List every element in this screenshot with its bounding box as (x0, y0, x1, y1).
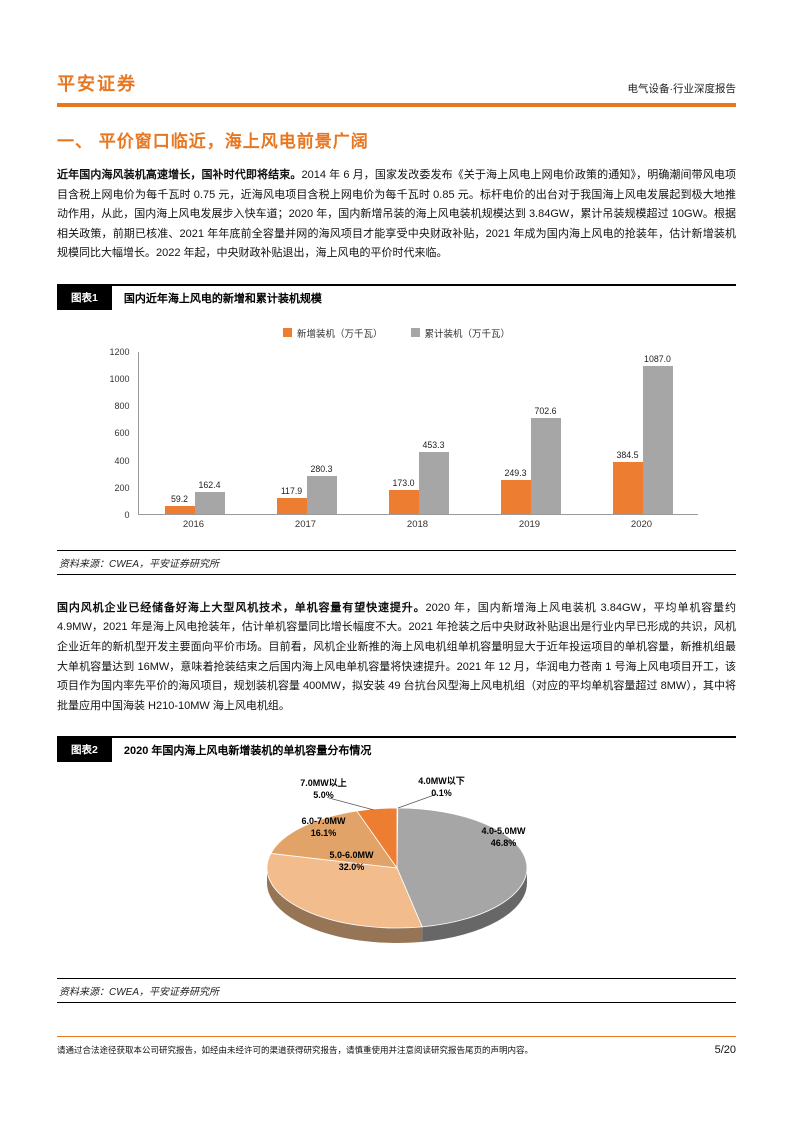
section-title: 一、 平价窗口临近，海上风电前景广阔 (57, 132, 369, 151)
bar-value-label: 249.3 (504, 468, 527, 479)
x-tick-label: 2019 (518, 518, 541, 530)
figure1-source: 资料来源：CWEA，平安证券研究所 (57, 549, 736, 575)
x-tick-label: 2018 (406, 518, 429, 530)
pie-label-6-7mw: 6.0-7.0MW 16.1% (269, 816, 379, 839)
y-tick-label: 800 (114, 401, 130, 412)
bar-chart-area: 0 200 400 600 800 1000 1200 59.2 162.4 117.9 280.… (96, 347, 698, 542)
pie-label-percent: 0.1% (431, 788, 452, 799)
bar-value-label: 1087.0 (644, 354, 671, 365)
bar-value-label: 702.6 (534, 406, 557, 417)
legend-swatch (282, 328, 292, 338)
paragraph-1: 近年国内海风装机高速增长，国补时代即将结束。2014 年 6 月，国家发改委发布… (57, 166, 736, 264)
x-tick-label: 2017 (294, 518, 317, 530)
bar-value-label: 280.3 (310, 463, 333, 474)
figure2-header: 图表2 2020 年国内海上风电新增装机的单机容量分布情况 (57, 736, 736, 763)
paragraph-2-lead: 国内风机企业已经储备好海上大型风机技术，单机容量有望快速提升。 (57, 601, 426, 614)
pie-label-name: 5.0-6.0MW (329, 850, 374, 861)
pie-label-percent: 32.0% (338, 862, 365, 873)
y-tick-label: 600 (114, 428, 130, 439)
y-tick-label: 1000 (109, 374, 130, 385)
pie-label-percent: 46.8% (490, 838, 517, 849)
report-type-label: 电气设备·行业深度报告 (627, 83, 737, 95)
pie-label-4-5mw: 4.0-5.0MW 46.8% (449, 826, 559, 849)
paragraph-1-body: 2014 年 6 月，国家发改委发布《关于海上风电上网电价政策的通知》，明确潮间… (57, 169, 736, 260)
pie-svg (266, 793, 527, 944)
bar-yaxis: 0 200 400 600 800 1000 1200 (96, 347, 136, 520)
pie-label-under-4mw: 4.0MW以下 0.1% (387, 776, 497, 799)
paragraph-2: 国内风机企业已经储备好海上大型风机技术，单机容量有望快速提升。2020 年，国内… (57, 599, 736, 716)
bar-2020-new (612, 461, 643, 514)
legend-label: 累计装机（万千瓦） (424, 328, 511, 340)
page-header: 平安证券 电气设备·行业深度报告 (57, 0, 736, 96)
legend-label: 新增装机（万千瓦） (296, 328, 383, 340)
bar-value-label: 162.4 (198, 479, 221, 490)
footer-disclaimer: 请通过合法途径获取本公司研究报告，如经由未经许可的渠道获得研究报告，请慎重使用并… (57, 1045, 534, 1055)
bar-plot: 59.2 162.4 117.9 280.3 173.0 453.3 249.3 702.6 3… (137, 351, 698, 515)
pie-label-5-6mw: 5.0-6.0MW 32.0% (297, 850, 407, 873)
bar-2020-cumulative (642, 366, 673, 514)
legend-item: 累计装机（万千瓦） (410, 326, 511, 340)
pie-slice-6.0-7.0MW (269, 810, 398, 869)
bar-value-label: 384.5 (616, 449, 639, 460)
pie-label-percent: 16.1% (310, 828, 337, 839)
bar-2017-new (276, 497, 307, 514)
bar-legend: 新增装机（万千瓦） 累计装机（万千瓦） (57, 326, 736, 340)
figure1-badge: 图表1 (57, 285, 112, 310)
pie-label-percent: 5.0% (313, 790, 334, 801)
pie-slice-4.0-5.0MW (396, 807, 527, 928)
figure2-badge: 图表2 (57, 738, 112, 763)
pie-leader-line (397, 793, 437, 809)
bar-2019-cumulative (530, 418, 561, 514)
header-rule (57, 103, 736, 107)
pie-leader-line (328, 797, 374, 811)
legend-swatch (410, 328, 420, 338)
bar-value-label: 453.3 (422, 440, 445, 451)
y-tick-label: 400 (114, 455, 130, 466)
y-tick-label: 200 (114, 482, 130, 493)
page-number: 5/20 (714, 1044, 736, 1056)
y-tick-label: 0 (124, 509, 130, 520)
bar-value-label: 117.9 (280, 485, 303, 496)
figure2-title: 2020 年国内海上风电新增装机的单机容量分布情况 (123, 745, 372, 758)
figure2-source: 资料来源：CWEA，平安证券研究所 (57, 978, 736, 1004)
bar-2017-cumulative (306, 475, 337, 514)
x-tick-label: 2016 (182, 518, 205, 530)
bar-2018-new (388, 490, 419, 514)
y-tick-label: 1200 (109, 346, 130, 357)
page-footer: 请通过合法途径获取本公司研究报告，如经由未经许可的渠道获得研究报告，请慎重使用并… (57, 1036, 736, 1056)
bar-2016-new (164, 505, 195, 514)
pie-chart: 7.0MW以上 5.0% 4.0MW以下 0.1% 6.0-7.0MW 16.1… (157, 776, 637, 972)
brand-logo: 平安证券 (57, 74, 137, 94)
pie-label-name: 6.0-7.0MW (301, 816, 346, 827)
pie-label-7mw-plus: 7.0MW以上 5.0% (269, 778, 379, 801)
pie-slice-7.0MW以上 (355, 807, 397, 870)
bar-value-label: 173.0 (392, 478, 415, 489)
figure1-header: 图表1 国内近年海上风电的新增和累计装机规模 (57, 283, 736, 310)
legend-item: 新增装机（万千瓦） (282, 326, 383, 340)
pie-slice-5.0-6.0MW (266, 853, 423, 929)
pie-label-name: 7.0MW以上 (300, 778, 347, 789)
bar-xaxis: 2016 2017 2018 2019 2020 (138, 519, 698, 535)
bar-2016-cumulative (194, 491, 225, 514)
bar-2019-new (500, 480, 531, 514)
paragraph-1-lead: 近年国内海风装机高速增长，国补时代即将结束。 (57, 169, 302, 181)
paragraph-2-body: 2020 年，国内新增海上风电装机 3.84GW，平均单机容量约 4.9MW，2… (57, 601, 736, 712)
bar-value-label: 59.2 (170, 493, 189, 504)
bar-chart: 新增装机（万千瓦） 累计装机（万千瓦） 0 200 400 600 800 1000 1200… (57, 310, 736, 550)
pie-slice-side (266, 868, 422, 944)
pie-label-name: 4.0MW以下 (418, 776, 465, 787)
figure1-title: 国内近年海上风电的新增和累计装机规模 (123, 292, 322, 305)
bar-2018-cumulative (418, 452, 449, 514)
x-tick-label: 2020 (630, 518, 653, 530)
pie-label-name: 4.0-5.0MW (481, 826, 526, 837)
